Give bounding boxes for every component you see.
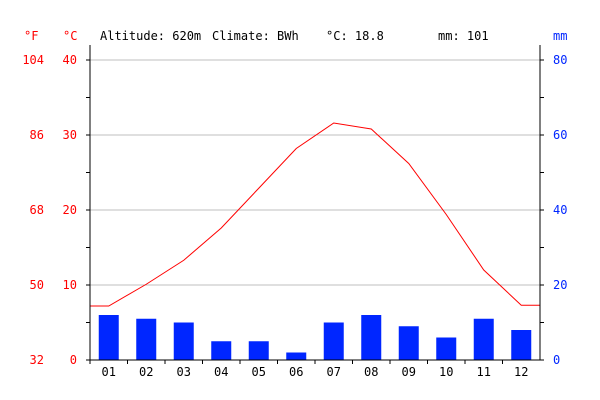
precipitation-bar [173, 322, 194, 360]
fahrenheit-unit-label: °F [24, 29, 38, 43]
axes: 0 32 10 50 20 68 30 86 40 104 0 20 40 60 80 01 02 03 04 05 0… [22, 45, 567, 379]
mm-tick-label: 60 [553, 128, 567, 142]
precipitation-bar [211, 341, 232, 360]
month-label: 07 [327, 365, 341, 379]
header-temp-mean: °C: 18.8 [326, 29, 384, 43]
month-label: 11 [477, 365, 491, 379]
month-label: 10 [439, 365, 453, 379]
celsius-unit-label: °C [63, 29, 77, 43]
celsius-tick-label: 40 [63, 53, 77, 67]
header-climate: Climate: BWh [212, 29, 299, 43]
precipitation-bar [398, 326, 419, 360]
precipitation-bar [436, 337, 457, 360]
precipitation-bar [323, 322, 344, 360]
temperature-line [90, 122, 540, 307]
month-label: 04 [214, 365, 228, 379]
precipitation-bar [136, 318, 157, 360]
month-label: 08 [364, 365, 378, 379]
fahrenheit-tick-label: 32 [30, 353, 44, 367]
grid-lines [90, 59, 540, 286]
precipitation-bar [361, 315, 382, 360]
header-altitude: Altitude: 620m [100, 29, 201, 43]
header-precip-total: mm: 101 [438, 29, 489, 43]
mm-tick-label: 0 [553, 353, 560, 367]
fahrenheit-tick-label: 50 [30, 278, 44, 292]
mm-unit-label: mm [553, 29, 567, 43]
fahrenheit-tick-label: 104 [22, 53, 44, 67]
precipitation-bar [286, 352, 307, 360]
month-label: 05 [252, 365, 266, 379]
month-label: 09 [402, 365, 416, 379]
month-label: 02 [139, 365, 153, 379]
precipitation-bar [248, 341, 269, 360]
mm-tick-label: 80 [553, 53, 567, 67]
precipitation-bar [473, 318, 494, 360]
celsius-tick-label: 30 [63, 128, 77, 142]
precipitation-bar [98, 315, 119, 360]
celsius-tick-label: 20 [63, 203, 77, 217]
fahrenheit-tick-label: 86 [30, 128, 44, 142]
month-label: 06 [289, 365, 303, 379]
month-label: 03 [177, 365, 191, 379]
celsius-tick-label: 10 [63, 278, 77, 292]
precipitation-bar [511, 330, 532, 360]
celsius-tick-label: 0 [70, 353, 77, 367]
month-label: 01 [102, 365, 116, 379]
mm-tick-label: 20 [553, 278, 567, 292]
mm-tick-label: 40 [553, 203, 567, 217]
precipitation-bars [98, 315, 532, 360]
temperature-line-group [90, 122, 540, 307]
month-label: 12 [514, 365, 528, 379]
fahrenheit-tick-label: 68 [30, 203, 44, 217]
